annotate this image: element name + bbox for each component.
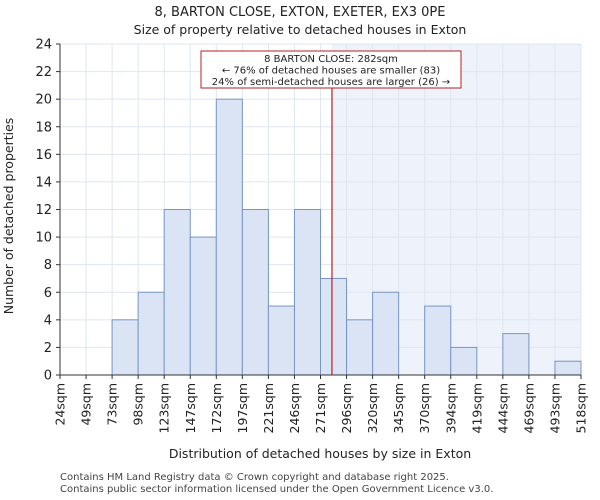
x-tick-label: 444sqm (495, 383, 510, 433)
x-tick-label: 518sqm (574, 383, 589, 433)
y-tick-label: 24 (35, 38, 52, 53)
histogram-bar (424, 305, 452, 376)
x-tick-label: 147sqm (183, 383, 198, 433)
histogram-bar (450, 346, 478, 376)
annotation-text: ← 76% of detached houses are smaller (83… (222, 66, 440, 77)
x-tick-label: 98sqm (131, 383, 146, 426)
y-tick-label: 20 (35, 93, 52, 108)
histogram-bar (189, 236, 217, 376)
x-tick-label: 73sqm (105, 383, 120, 426)
x-tick-label: 419sqm (469, 383, 484, 433)
annotation-box (200, 50, 462, 89)
y-tick-label: 0 (44, 369, 52, 384)
y-tick-label: 14 (35, 175, 52, 190)
chart-subtitle: Size of property relative to detached ho… (134, 22, 467, 37)
x-tick-label: 197sqm (235, 383, 250, 433)
annotation-text: 24% of semi-detached houses are larger (… (212, 77, 450, 88)
x-tick-label: 370sqm (417, 383, 432, 433)
y-tick-label: 2 (44, 341, 52, 356)
x-tick-label: 296sqm (339, 383, 354, 433)
annotation-text: 8 BARTON CLOSE: 282sqm (264, 54, 398, 65)
x-tick-label: 493sqm (547, 383, 562, 433)
histogram-bar (241, 209, 269, 376)
y-axis-label: Number of detached properties (1, 118, 16, 315)
chart-title: 8, BARTON CLOSE, EXTON, EXETER, EX3 0PE (155, 5, 446, 20)
histogram-bar (267, 305, 295, 376)
y-tick-label: 18 (35, 120, 52, 135)
histogram-bar (346, 319, 374, 376)
x-tick-label: 221sqm (261, 383, 276, 433)
histogram-bar (163, 209, 191, 376)
y-tick-label: 16 (35, 148, 52, 163)
x-tick-label: 49sqm (79, 383, 94, 426)
x-tick-label: 123sqm (157, 383, 172, 433)
x-tick-label: 271sqm (313, 383, 328, 433)
histogram-bar (320, 277, 348, 376)
x-tick-label: 394sqm (443, 383, 458, 433)
histogram-bar (502, 333, 530, 376)
histogram-bar (137, 291, 165, 376)
x-tick-label: 345sqm (391, 383, 406, 433)
x-tick-label: 469sqm (521, 383, 536, 433)
y-tick-label: 12 (35, 203, 52, 218)
y-tick-label: 22 (35, 65, 52, 80)
histogram-bar (215, 98, 243, 376)
histogram-bar (554, 360, 582, 376)
histogram-bar (372, 291, 400, 376)
x-tick-label: 172sqm (209, 383, 224, 433)
y-tick-label: 6 (44, 286, 52, 301)
x-axis-label: Distribution of detached houses by size … (169, 446, 471, 461)
footer-attribution-line-1: Contains HM Land Registry data © Crown c… (60, 472, 449, 483)
y-tick-label: 8 (44, 258, 52, 273)
histogram-bar (111, 319, 139, 376)
footer-attribution-line-2: Contains public sector information licen… (60, 484, 494, 495)
x-tick-label: 320sqm (365, 383, 380, 433)
y-tick-label: 4 (44, 313, 52, 328)
x-tick-label: 24sqm (53, 383, 68, 426)
x-tick-label: 246sqm (287, 383, 302, 433)
histogram-bar (293, 209, 322, 376)
y-tick-label: 10 (35, 231, 52, 246)
